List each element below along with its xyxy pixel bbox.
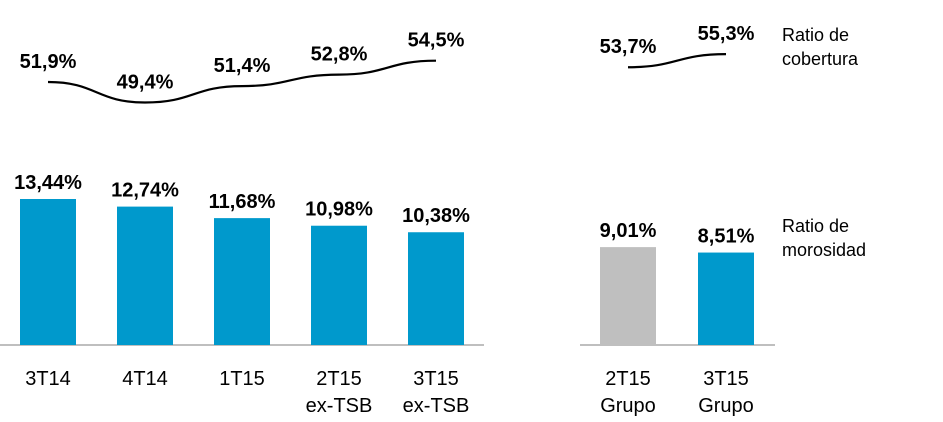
bar-left-2 (214, 218, 270, 345)
bar-right-1 (698, 252, 754, 345)
line-value-label-left-2: 51,4% (214, 55, 271, 77)
bar-value-label-right-1: 8,51% (698, 226, 755, 248)
bar-right-0 (600, 247, 656, 345)
category-label-left-3-0: 2T15 (316, 368, 362, 390)
bar-value-label-left-1: 12,74% (111, 180, 179, 202)
line-value-label-right-0: 53,7% (600, 36, 657, 58)
legend-morosidad: Ratio de morosidad (782, 214, 866, 262)
bar-left-4 (408, 232, 464, 345)
legend-cobertura: Ratio de cobertura (782, 23, 858, 71)
line-value-label-left-0: 51,9% (20, 51, 77, 73)
bar-value-label-left-0: 13,44% (14, 172, 82, 194)
category-label-right-1-0: 3T15 (703, 368, 749, 390)
category-label-left-0-0: 3T14 (25, 368, 71, 390)
line-value-label-left-3: 52,8% (311, 44, 368, 66)
coverage-line-right (627, 53, 727, 69)
bar-left-1 (117, 206, 173, 345)
line-value-label-right-1: 55,3% (698, 23, 755, 45)
line-value-label-left-4: 54,5% (408, 30, 465, 52)
legend-cobertura-line1: Ratio de (782, 25, 850, 45)
legend-morosidad-line2: morosidad (782, 240, 867, 260)
category-label-left-1-0: 4T14 (122, 368, 168, 390)
legend-morosidad-line1: Ratio de (782, 216, 850, 236)
line-value-label-left-1: 49,4% (117, 72, 174, 94)
bar-value-label-left-3: 10,98% (305, 199, 373, 221)
category-label-left-4-0: 3T15 (413, 368, 459, 390)
bar-value-label-right-0: 9,01% (600, 220, 657, 242)
category-label-right-0-1: Grupo (600, 395, 656, 417)
category-label-left-3-1: ex-TSB (306, 395, 373, 417)
category-label-left-4-1: ex-TSB (403, 395, 470, 417)
category-label-right-1-1: Grupo (698, 395, 754, 417)
bar-value-label-left-2: 11,68% (209, 191, 276, 213)
bar-left-3 (311, 225, 367, 345)
coverage-line-left (47, 59, 437, 104)
category-label-right-0-0: 2T15 (605, 368, 651, 390)
category-label-left-2-0: 1T15 (219, 368, 265, 390)
bar-left-0 (20, 199, 76, 345)
legend-cobertura-line2: cobertura (782, 49, 859, 69)
bar-value-label-left-4: 10,38% (402, 205, 470, 227)
